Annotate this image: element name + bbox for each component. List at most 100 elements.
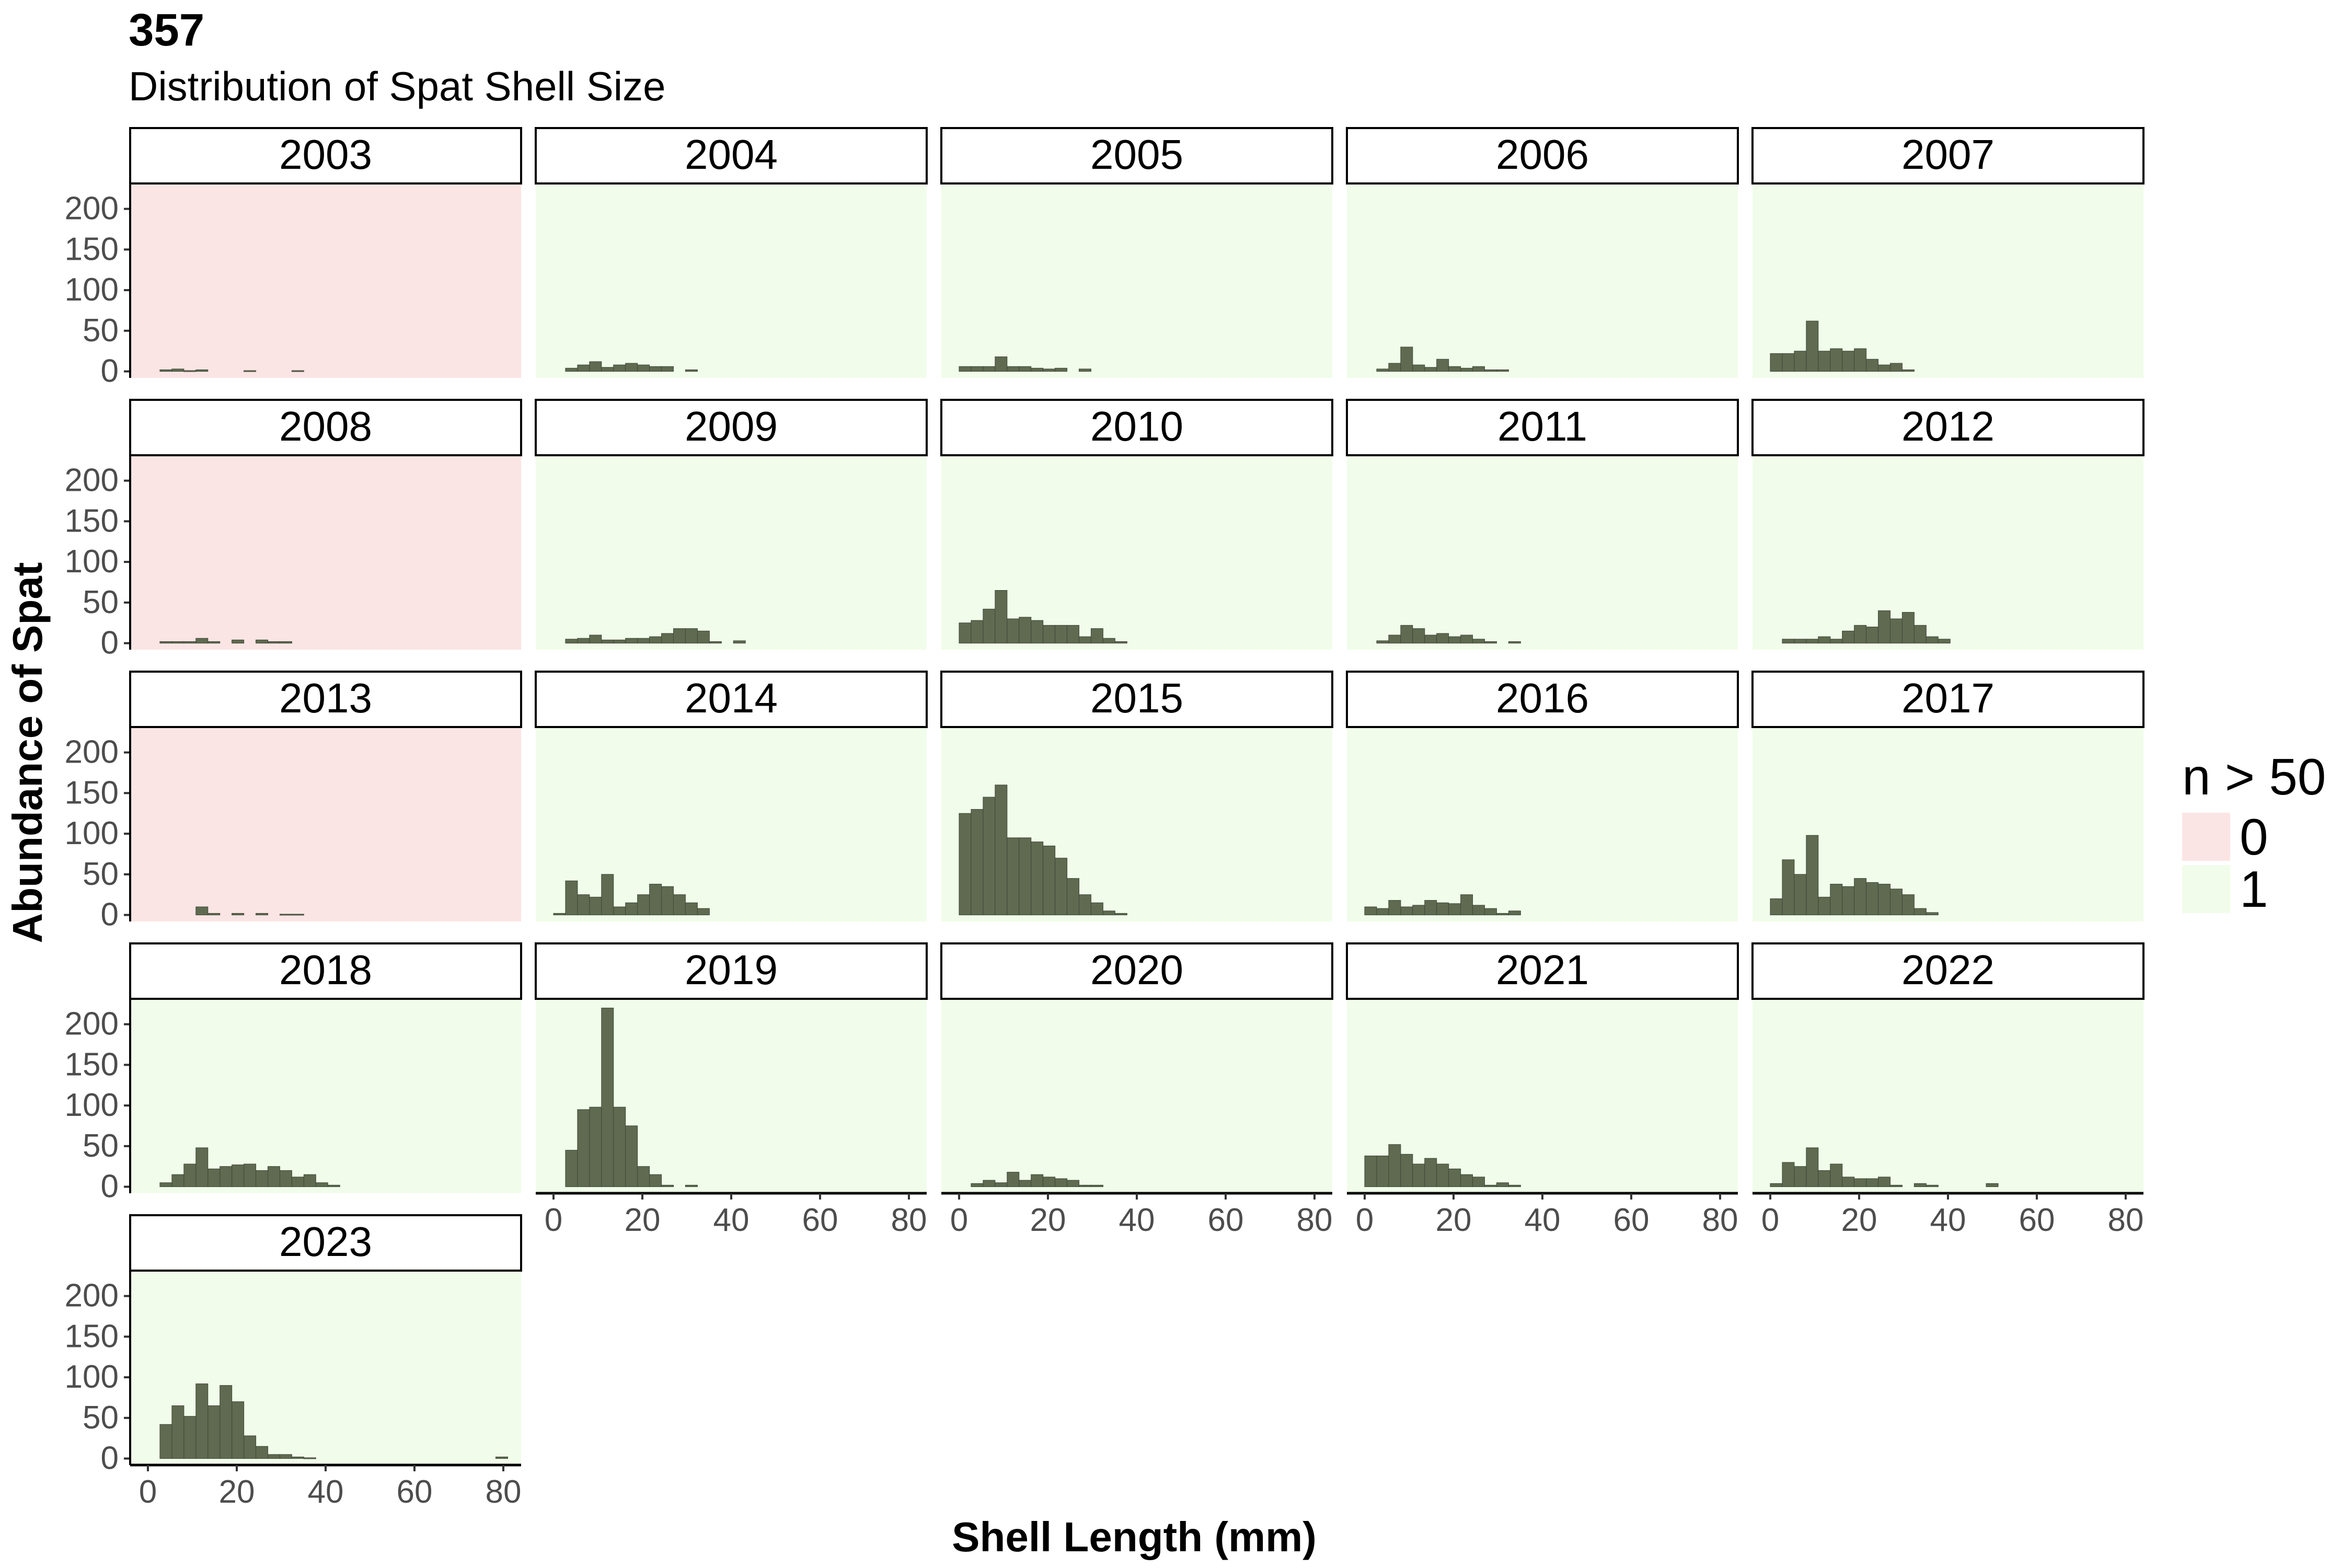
- histogram-bar: [1448, 1168, 1461, 1187]
- histogram-bar: [1842, 1177, 1855, 1187]
- histogram-bar: [279, 1170, 292, 1187]
- facet-strip: [129, 1214, 522, 1272]
- facet-panel-2009: 2009: [535, 399, 928, 650]
- y-tick-label: 0: [101, 353, 119, 389]
- histogram-bar: [1866, 1178, 1879, 1187]
- histogram-bar: [1890, 889, 1903, 916]
- histogram-bar: [1890, 618, 1903, 644]
- histogram-bar: [1818, 636, 1831, 644]
- x-tick-label: 80: [1702, 1202, 1738, 1238]
- histogram-bar: [1388, 1144, 1401, 1187]
- facet-strip-label: 2015: [1090, 675, 1183, 721]
- histogram-bar: [291, 914, 304, 916]
- histogram-bar: [1508, 910, 1521, 916]
- histogram-bar: [1388, 635, 1401, 644]
- facet-strip-label: 2014: [685, 675, 778, 721]
- histogram-bar: [733, 640, 746, 644]
- y-tick-label: 100: [65, 1087, 119, 1123]
- facet-strip: [129, 942, 522, 1000]
- histogram-bar: [589, 896, 602, 916]
- histogram-bar: [565, 1150, 578, 1187]
- histogram-bar: [1424, 1158, 1437, 1187]
- histogram-bar: [1866, 626, 1879, 644]
- facet-strip: [940, 671, 1333, 728]
- histogram-bar: [649, 883, 662, 916]
- histogram-bar: [183, 1416, 197, 1459]
- histogram-bar: [1854, 625, 1867, 644]
- histogram-bar: [709, 641, 722, 644]
- facet-panel-2011: 2011: [1346, 399, 1739, 650]
- x-tick-label: 0: [1356, 1202, 1374, 1238]
- facet-strip-label: 2012: [1901, 403, 1994, 449]
- histogram-bar: [1854, 348, 1867, 372]
- histogram-bar: [565, 880, 578, 916]
- facet-strip-label: 2022: [1901, 947, 1994, 993]
- facet-strip-label: 2011: [1497, 403, 1587, 449]
- x-tick-label: 80: [2108, 1202, 2144, 1238]
- facet-strip-label: 2007: [1901, 131, 1994, 178]
- histogram-bar: [1055, 858, 1068, 916]
- histogram-bar: [1079, 1184, 1091, 1187]
- y-tick-label: 0: [101, 1169, 119, 1205]
- legend-key-0: [2182, 813, 2230, 861]
- histogram-bar: [1031, 620, 1044, 644]
- histogram-bar: [601, 639, 614, 644]
- histogram-bar: [577, 894, 590, 916]
- histogram-bar: [1794, 1166, 1807, 1187]
- histogram-bar: [1448, 903, 1461, 916]
- x-tick-label: 20: [1030, 1202, 1066, 1238]
- facet-panel-2015: 2015: [940, 671, 1333, 921]
- histogram-bar: [291, 1177, 304, 1187]
- facet-panel-2013: 2013 0 50 100 150 200: [65, 671, 522, 933]
- histogram-bar: [1890, 1184, 1903, 1187]
- histogram-bar: [1878, 1177, 1891, 1187]
- x-tick-label: 60: [802, 1202, 838, 1238]
- chart-title: 357: [129, 5, 205, 55]
- histogram-bar: [1818, 896, 1831, 916]
- facet-strip-label: 2019: [685, 947, 778, 993]
- histogram-bar: [256, 913, 268, 916]
- histogram-bar: [613, 906, 626, 916]
- histogram-bar: [1436, 1163, 1449, 1187]
- histogram-bar: [159, 369, 172, 372]
- histogram-bar: [1782, 353, 1795, 372]
- facet-strip: [1751, 399, 2145, 456]
- y-tick-label: 0: [101, 625, 119, 661]
- histogram-bar: [495, 1456, 508, 1459]
- legend: n > 50 01: [2182, 748, 2326, 918]
- histogram-bar: [1806, 639, 1819, 644]
- histogram-bar: [1818, 351, 1831, 372]
- histogram-bar: [1472, 1177, 1485, 1187]
- facet-strip-label: 2006: [1496, 131, 1589, 178]
- histogram-bar: [279, 914, 292, 916]
- y-tick-label: 200: [65, 734, 119, 770]
- histogram-bar: [959, 813, 972, 916]
- histogram-bar: [577, 1109, 590, 1187]
- facet-panel-2014: 2014: [535, 671, 928, 921]
- histogram-bar: [1866, 882, 1879, 916]
- histogram-bar: [1102, 910, 1115, 916]
- facet-panel-2018: 2018 0 50 100 150 200: [65, 942, 522, 1205]
- histogram-bar: [995, 356, 1008, 372]
- histogram-bar: [244, 1435, 257, 1459]
- x-tick-label: 80: [1297, 1202, 1333, 1238]
- histogram-bar: [1901, 612, 1915, 644]
- x-axis-label: Shell Length (mm): [952, 1514, 1317, 1560]
- histogram-bar: [995, 1182, 1008, 1187]
- histogram-bar: [291, 370, 304, 372]
- histogram-bar: [1424, 367, 1437, 372]
- facet-strip-label: 2017: [1901, 675, 1994, 721]
- histogram-bar: [171, 1174, 185, 1187]
- facet-panel-2012: 2012: [1751, 399, 2145, 650]
- histogram-bar: [1901, 894, 1915, 916]
- x-tick-label: 20: [625, 1202, 661, 1238]
- x-tick-label: 60: [2019, 1202, 2055, 1238]
- histogram-bar: [1043, 368, 1056, 372]
- histogram-bar: [195, 1147, 209, 1187]
- histogram-bar: [1484, 369, 1497, 372]
- histogram-bar: [1031, 367, 1044, 372]
- facet-strip: [129, 127, 522, 185]
- histogram-bar: [1878, 610, 1891, 644]
- histogram-bar: [971, 809, 984, 916]
- histogram-bar: [625, 902, 638, 916]
